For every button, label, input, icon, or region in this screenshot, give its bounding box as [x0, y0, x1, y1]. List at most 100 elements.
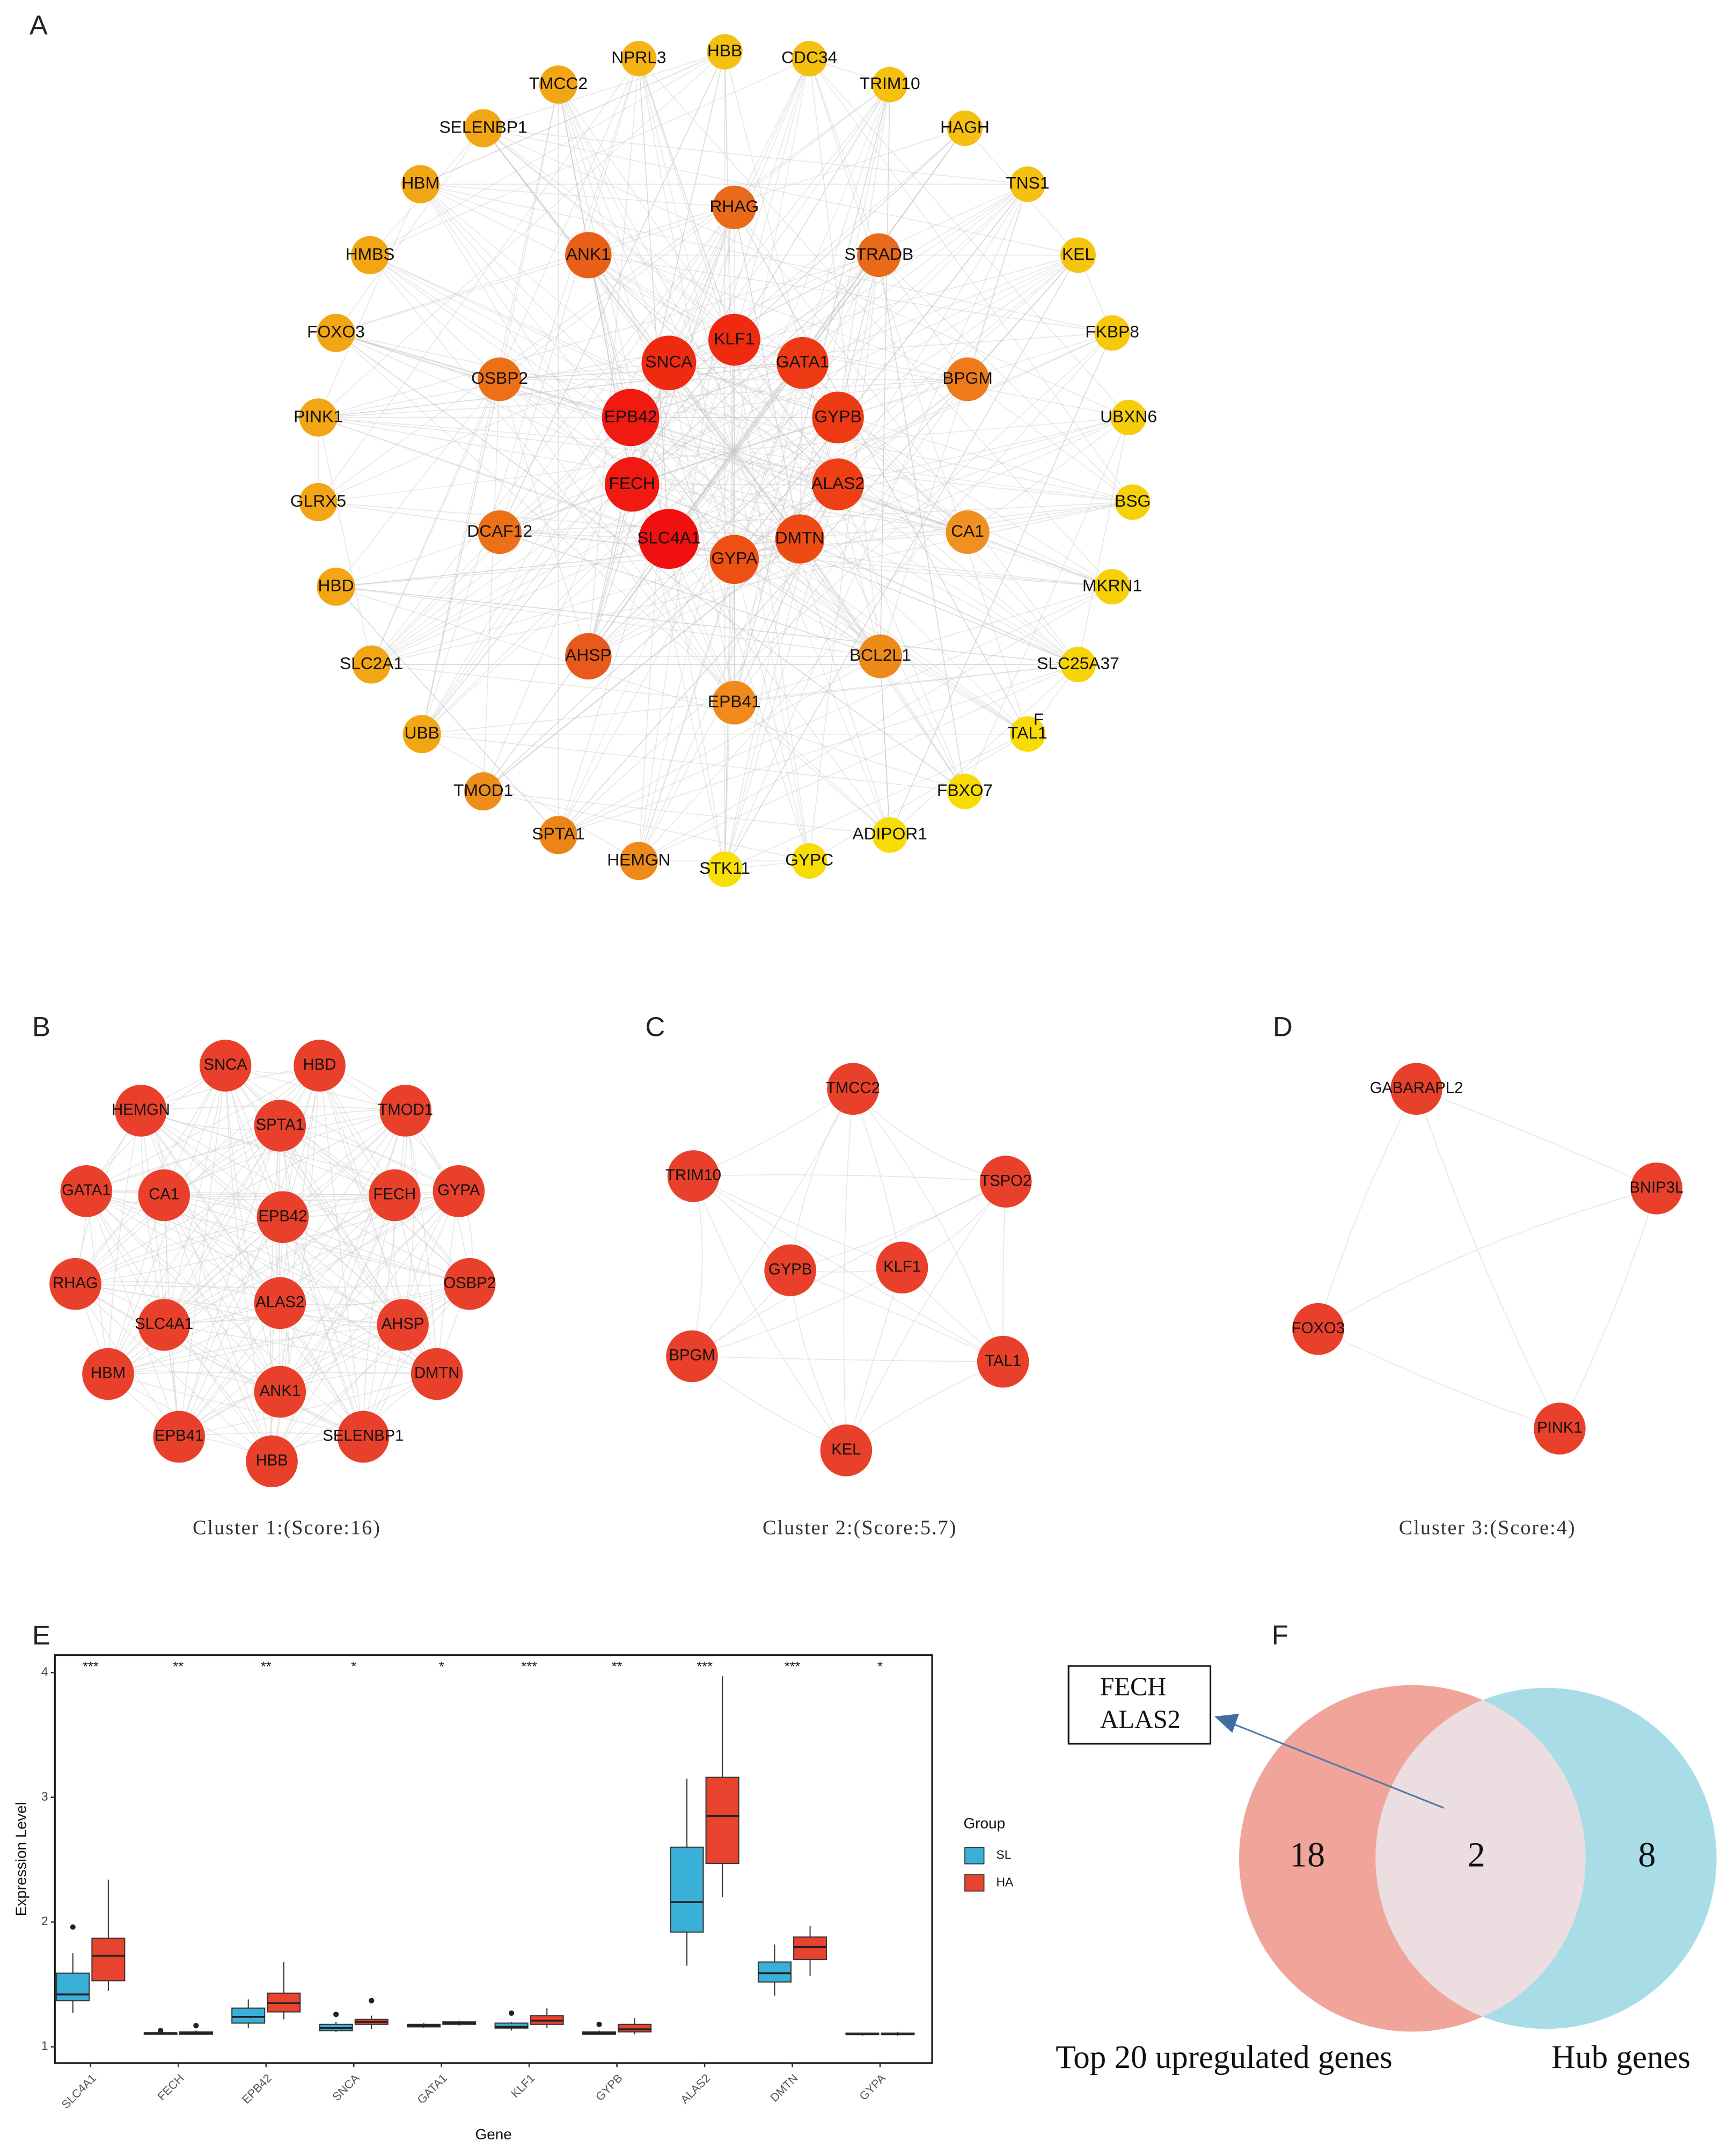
- edge: [630, 417, 735, 560]
- edge: [734, 339, 965, 792]
- edge: [558, 586, 1112, 836]
- edge: [86, 1190, 364, 1437]
- edge: [638, 332, 1113, 861]
- edge: [225, 1065, 459, 1192]
- edge: [86, 1065, 320, 1192]
- cluster-caption: Cluster 2:(Score:5.7): [763, 1517, 957, 1539]
- node: [946, 357, 990, 401]
- edge: [370, 254, 735, 451]
- edge: [500, 501, 1133, 533]
- edge: [420, 184, 735, 703]
- outlier: [70, 1924, 76, 1930]
- edge: [837, 255, 880, 485]
- legend-title: Group: [963, 1815, 1005, 1831]
- edge: [371, 450, 735, 665]
- arrow-line: [1234, 1723, 1444, 1809]
- edge: [335, 332, 1079, 665]
- edge: [588, 59, 640, 656]
- edge: [588, 417, 839, 657]
- edge: [734, 254, 1079, 451]
- edge: [588, 254, 880, 657]
- significance: ***: [83, 1659, 99, 1674]
- node-label: DMTN: [414, 1365, 459, 1382]
- edge: [734, 664, 1079, 704]
- node-label: KEL: [831, 1441, 861, 1458]
- edge: [692, 1181, 1006, 1357]
- box: [757, 1961, 792, 1983]
- edge: [335, 332, 890, 836]
- edge: [318, 450, 735, 503]
- edge: [846, 1181, 1006, 1451]
- edge: [483, 51, 725, 129]
- edge: [318, 84, 890, 503]
- edge: [734, 559, 810, 861]
- significance: ***: [785, 1659, 801, 1674]
- edge: [402, 1110, 414, 1325]
- node: [299, 483, 338, 522]
- edge: [482, 128, 800, 539]
- node: [49, 1258, 101, 1310]
- node-label: TRIM10: [665, 1167, 721, 1184]
- edge: [588, 207, 735, 256]
- edge: [178, 1217, 283, 1437]
- edge: [800, 538, 1079, 665]
- edge: [692, 1267, 903, 1357]
- node: [377, 1299, 429, 1351]
- edge: [1318, 1328, 1560, 1429]
- box: [231, 2007, 266, 2024]
- node: [619, 842, 658, 880]
- edge: [734, 207, 1028, 735]
- arrow-head: [1214, 1714, 1239, 1733]
- plot-frame: [54, 1654, 933, 2064]
- node-label: BSG: [1115, 491, 1151, 510]
- edge: [724, 255, 1079, 869]
- edge: [632, 417, 838, 485]
- edge: [280, 1125, 364, 1437]
- outlier: [596, 2021, 602, 2027]
- node-label: AHSP: [382, 1315, 424, 1333]
- edge: [734, 207, 801, 539]
- node-label: BPGM: [942, 368, 993, 388]
- node: [602, 389, 660, 447]
- node-label: BCL2L1: [849, 645, 911, 664]
- edge: [420, 184, 735, 560]
- edge: [838, 379, 968, 485]
- edge: [335, 586, 559, 836]
- edge: [371, 362, 803, 665]
- edge: [638, 59, 735, 451]
- edge: [86, 1110, 406, 1192]
- significance: *: [351, 1659, 356, 1674]
- significance: **: [612, 1659, 622, 1674]
- node: [857, 233, 901, 277]
- edge: [734, 184, 1028, 560]
- edge: [164, 1195, 281, 1392]
- node: [401, 165, 440, 203]
- edge: [734, 84, 890, 703]
- node-label: GYPA: [711, 549, 758, 568]
- y-tick-label: 4: [41, 1664, 48, 1678]
- edge: [693, 1176, 847, 1451]
- edge: [1416, 1088, 1561, 1429]
- edge: [734, 59, 810, 340]
- gene-box: [1067, 1665, 1212, 1745]
- edge: [86, 1125, 281, 1192]
- edge: [734, 339, 968, 380]
- stray-label: F: [1034, 710, 1044, 728]
- node-label: HBB: [707, 41, 742, 60]
- node-label: TSPO2: [980, 1172, 1031, 1189]
- edge: [632, 254, 880, 485]
- edge: [668, 184, 1028, 539]
- edge: [335, 450, 735, 587]
- edge: [588, 484, 633, 656]
- edge: [668, 362, 965, 792]
- node: [666, 1330, 718, 1383]
- x-axis-label: Gene: [475, 2126, 511, 2143]
- edge: [75, 1283, 273, 1462]
- edge: [482, 128, 735, 451]
- edge: [632, 184, 1028, 485]
- edge: [588, 538, 800, 657]
- edge: [668, 84, 890, 363]
- edge: [499, 531, 881, 657]
- node: [639, 509, 699, 569]
- edge: [499, 379, 1028, 735]
